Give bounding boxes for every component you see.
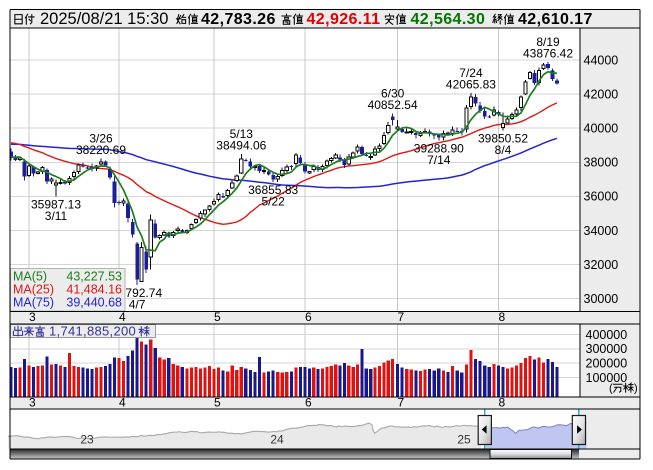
svg-text:44000: 44000 bbox=[584, 53, 619, 67]
svg-text:4/7: 4/7 bbox=[129, 298, 146, 312]
svg-text:7/14: 7/14 bbox=[427, 153, 451, 167]
svg-text:1,741,885,200: 1,741,885,200 bbox=[49, 323, 136, 338]
svg-text:(: ( bbox=[609, 383, 613, 395]
svg-text:200000: 200000 bbox=[586, 357, 628, 371]
svg-text:8: 8 bbox=[499, 310, 506, 324]
svg-text:42,926.11: 42,926.11 bbox=[307, 11, 381, 28]
svg-text:24: 24 bbox=[270, 433, 284, 447]
svg-text:MA(5): MA(5) bbox=[13, 270, 47, 284]
svg-text:): ) bbox=[634, 383, 638, 395]
svg-text:42,783.26: 42,783.26 bbox=[201, 11, 276, 28]
svg-text:30000: 30000 bbox=[584, 292, 619, 306]
svg-text:300000: 300000 bbox=[586, 342, 628, 356]
svg-text:4: 4 bbox=[119, 310, 126, 324]
svg-text:38000: 38000 bbox=[584, 156, 619, 170]
svg-text:6: 6 bbox=[305, 310, 312, 324]
svg-text:42,564.30: 42,564.30 bbox=[411, 11, 486, 28]
svg-text:MA(75): MA(75) bbox=[13, 296, 54, 310]
svg-text:39288.90: 39288.90 bbox=[414, 141, 464, 155]
svg-text:400000: 400000 bbox=[586, 328, 628, 342]
svg-text:25: 25 bbox=[457, 433, 471, 447]
svg-text:38220.69: 38220.69 bbox=[76, 143, 126, 157]
svg-text:8/19: 8/19 bbox=[536, 35, 560, 49]
svg-text:3/26: 3/26 bbox=[89, 132, 113, 146]
svg-text:5: 5 bbox=[214, 396, 221, 410]
svg-text:6: 6 bbox=[305, 396, 312, 410]
svg-text:5/22: 5/22 bbox=[261, 194, 285, 208]
svg-text:40000: 40000 bbox=[584, 122, 619, 136]
svg-text:5/13: 5/13 bbox=[230, 127, 254, 141]
svg-text:42,610.17: 42,610.17 bbox=[518, 11, 593, 28]
svg-text:6/30: 6/30 bbox=[381, 87, 405, 101]
svg-text:100000: 100000 bbox=[586, 371, 628, 385]
svg-text:5: 5 bbox=[214, 310, 221, 324]
svg-text:8: 8 bbox=[499, 396, 506, 410]
svg-text:40852.54: 40852.54 bbox=[368, 98, 418, 112]
svg-text:7: 7 bbox=[398, 310, 405, 324]
svg-text:41,484.16: 41,484.16 bbox=[66, 283, 122, 297]
svg-text:36855.83: 36855.83 bbox=[248, 183, 298, 197]
svg-text:3: 3 bbox=[29, 396, 36, 410]
svg-text:42065.83: 42065.83 bbox=[446, 77, 496, 91]
svg-text:38494.06: 38494.06 bbox=[216, 138, 266, 152]
svg-text:7: 7 bbox=[398, 396, 405, 410]
svg-text:3: 3 bbox=[29, 310, 36, 324]
svg-text:43876.42: 43876.42 bbox=[523, 47, 573, 61]
svg-text:23: 23 bbox=[80, 433, 94, 447]
svg-text:36000: 36000 bbox=[584, 190, 619, 204]
svg-text:7/24: 7/24 bbox=[459, 66, 483, 80]
svg-text:35987.13: 35987.13 bbox=[31, 198, 81, 212]
svg-text:4: 4 bbox=[119, 396, 126, 410]
svg-text:39,440.68: 39,440.68 bbox=[66, 296, 122, 310]
svg-text:MA(25): MA(25) bbox=[13, 283, 54, 297]
svg-text:8/4: 8/4 bbox=[495, 143, 512, 157]
svg-text:3/11: 3/11 bbox=[45, 209, 68, 223]
svg-text:42000: 42000 bbox=[584, 87, 619, 101]
svg-text:2025/08/21 15:30: 2025/08/21 15:30 bbox=[40, 10, 168, 28]
svg-text:34000: 34000 bbox=[584, 224, 619, 238]
svg-text:32000: 32000 bbox=[584, 258, 619, 272]
svg-text:39850.52: 39850.52 bbox=[478, 132, 528, 146]
svg-text:43,227.53: 43,227.53 bbox=[66, 270, 122, 284]
